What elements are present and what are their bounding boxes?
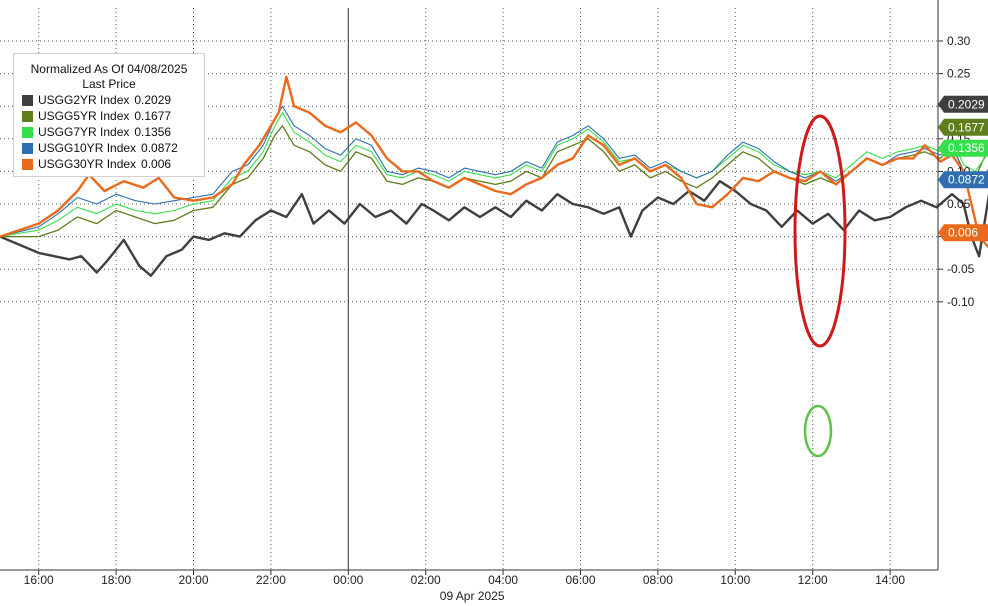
legend-series-value: 0.2029 (134, 93, 172, 107)
badge-shape (938, 224, 988, 242)
legend-swatch (22, 126, 33, 138)
last-price-badge: 0.2029 (938, 95, 988, 113)
legend-series-value: 0.006 (141, 157, 172, 171)
badge-shape (938, 95, 988, 113)
legend-item: USGG30YR Index 0.006 (14, 156, 204, 172)
x-tick-label: 10:00 (720, 573, 750, 587)
x-tick-label: 04:00 (488, 573, 518, 587)
x-tick-label: 08:00 (643, 573, 673, 587)
badge-shape (938, 139, 988, 157)
badge-shape (938, 171, 988, 189)
y-tick-label: 0.25 (947, 67, 971, 81)
x-tick-label: 06:00 (565, 573, 595, 587)
legend-subtitle: Last Price (82, 77, 136, 91)
legend-title: Normalized As Of 04/08/2025 (30, 62, 188, 76)
badge-value: 0.1356 (948, 141, 985, 155)
series-line-usgg2yr (0, 180, 988, 277)
last-price-badge: 0.006 (938, 224, 988, 242)
legend-items: USGG2YR Index 0.2029 USGG5YR Index 0.1677 US… (14, 92, 204, 172)
series-line-usgg30yr (0, 75, 988, 249)
green-highlight-ellipse (803, 404, 833, 458)
annotations (793, 114, 847, 458)
legend-series-name: USGG5YR Index (38, 109, 130, 123)
grid (0, 8, 938, 570)
x-tick-label: 22:00 (256, 573, 286, 587)
last-price-badges: 0.2029 0.1677 0.1356 0.0872 0.006 (938, 95, 988, 242)
legend-swatch (22, 110, 33, 122)
legend: Normalized As Of 04/08/2025 Last Price U… (13, 53, 205, 177)
y-tick-label: 0.05 (947, 197, 971, 211)
x-tick-label: 18:00 (101, 573, 131, 587)
badge-value: 0.1677 (948, 120, 985, 134)
legend-swatch (22, 142, 33, 154)
legend-series-value: 0.0872 (141, 141, 178, 155)
x-tick-label: 00:00 (333, 573, 363, 587)
x-tick-label: 14:00 (875, 573, 905, 587)
legend-series-name: USGG2YR Index (38, 93, 130, 107)
legend-series-value: 0.1356 (134, 125, 172, 139)
badge-shape (938, 118, 988, 136)
badge-value: 0.006 (948, 226, 978, 240)
legend-series-name: USGG7YR Index (38, 125, 130, 139)
legend-series-value: 0.1677 (134, 109, 172, 123)
badge-value: 0.2029 (948, 97, 985, 111)
badge-value: 0.0872 (948, 173, 985, 187)
legend-series-name: USGG30YR Index (38, 157, 137, 171)
legend-swatch (22, 158, 33, 170)
x-tick-label: 20:00 (178, 573, 208, 587)
legend-item: USGG10YR Index 0.0872 (14, 140, 204, 156)
last-price-badge: 0.1677 (938, 118, 988, 136)
y-tick-label: -0.05 (947, 262, 975, 276)
last-price-badge: 0.1356 (938, 139, 988, 157)
x-tick-label: 12:00 (798, 573, 828, 587)
x-tick-label: 16:00 (24, 573, 54, 587)
x-tick-label: 02:00 (411, 573, 441, 587)
y-tick-label: 0.30 (947, 34, 971, 48)
legend-item: USGG5YR Index 0.1677 (14, 108, 204, 124)
date-label: 09 Apr 2025 (440, 589, 505, 603)
red-highlight-ellipse (793, 114, 847, 348)
legend-item: USGG7YR Index 0.1356 (14, 124, 204, 140)
y-tick-label: -0.10 (947, 295, 975, 309)
last-price-badge: 0.0872 (938, 171, 988, 189)
legend-item: USGG2YR Index 0.2029 (14, 92, 204, 108)
legend-series-name: USGG10YR Index (38, 141, 137, 155)
legend-swatch (22, 94, 33, 106)
